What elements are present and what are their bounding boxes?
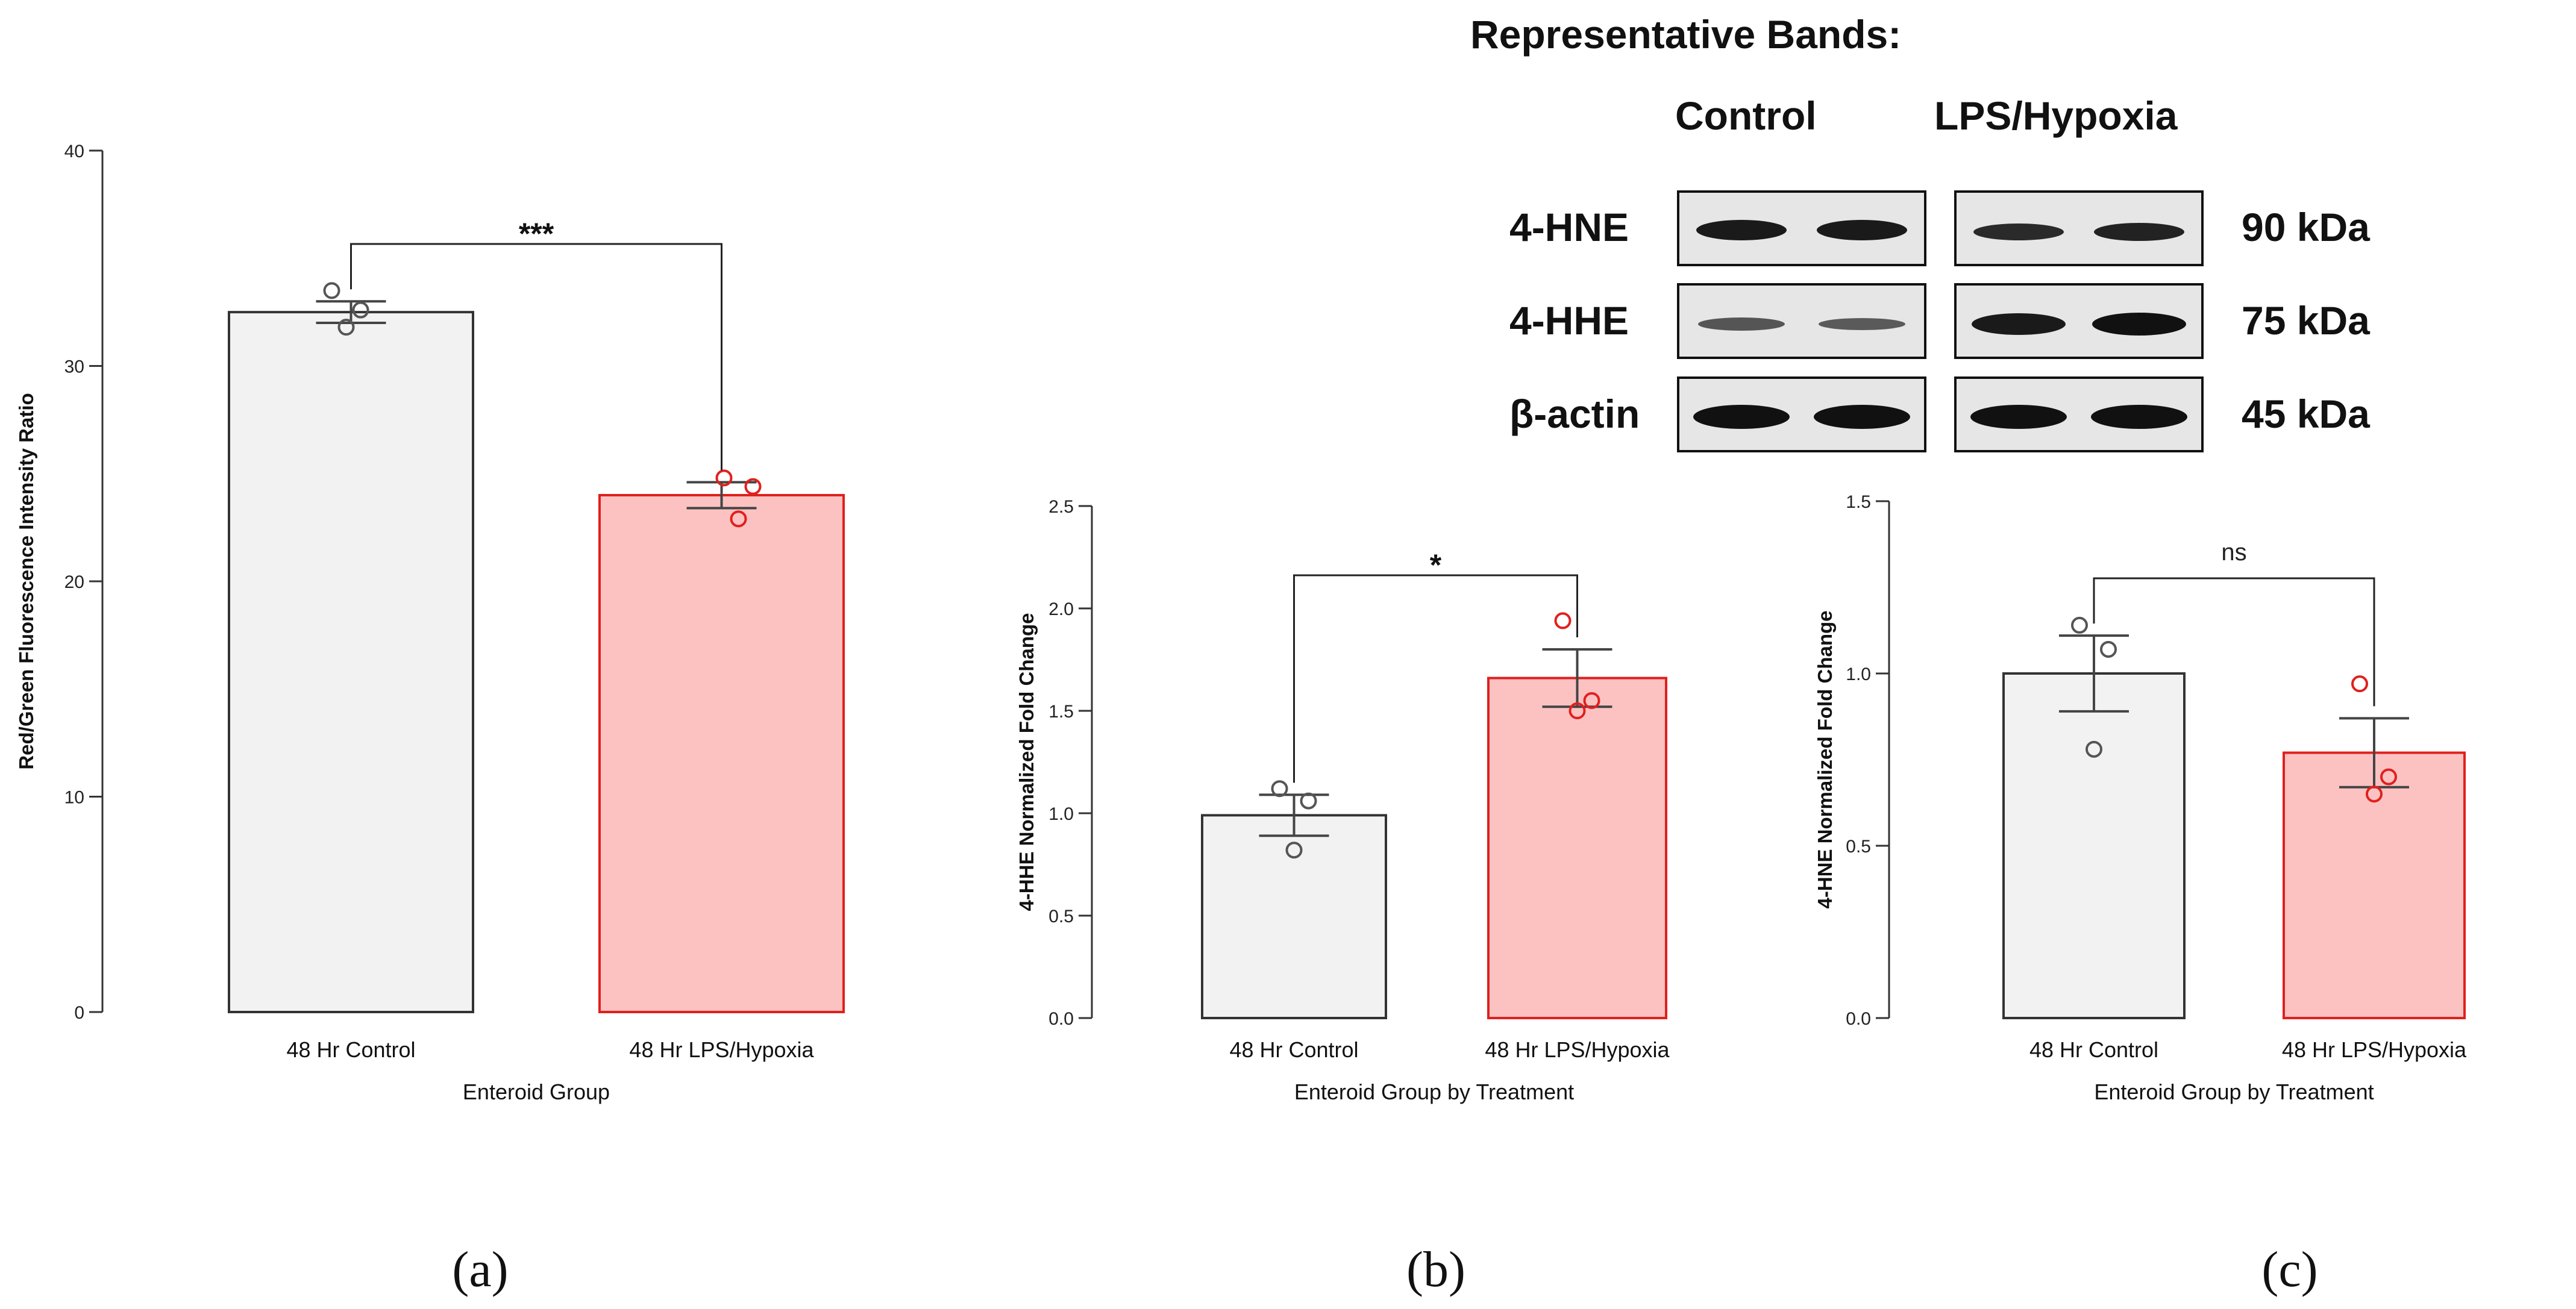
data-point [2351, 675, 2368, 693]
x-axis-title: Enteroid Group by Treatment [1294, 1079, 1574, 1104]
data-point [1568, 702, 1586, 719]
blot-strip-hhe-lps [1954, 283, 2204, 359]
blot-row-label-hhe: 4-HHE [1509, 298, 1629, 343]
blot-group-control: Control [1675, 93, 1817, 138]
y-tick-label: 0.5 [1048, 907, 1074, 926]
y-tick-label: 0 [74, 1003, 84, 1023]
y-axis-title: 4-HNE Normalized Fold Change [1814, 610, 1836, 908]
bar-lps-hypoxia [1487, 676, 1667, 1019]
bar-control [2002, 672, 2186, 1019]
y-axis-title: 4-HHE Normalized Fold Change [1015, 613, 1038, 911]
panel-label-a: (a) [452, 1242, 508, 1298]
data-point [1583, 692, 1600, 709]
data-point [1554, 612, 1572, 630]
y-tick-label: 2.5 [1048, 497, 1074, 517]
y-axis-title: Red/Green Fluorescence Intensity Ratio [15, 393, 37, 769]
x-category-label: 48 Hr Control [1229, 1037, 1358, 1062]
blot-title: Representative Bands: [1470, 12, 1901, 57]
y-tick-label: 1.0 [1846, 664, 1871, 684]
y-tick-label: 40 [64, 142, 84, 161]
y-tick-label: 10 [64, 788, 84, 808]
y-tick-label: 20 [64, 572, 84, 592]
bar-control [228, 311, 474, 1013]
bar-control [1201, 814, 1387, 1020]
chart-panel-a: 0 10 20 30 40 Red/Green Fluorescence Intensit… [15, 142, 845, 1104]
data-point [2071, 616, 2088, 634]
data-point [744, 478, 762, 495]
blot-row-label-actin: β-actin [1509, 392, 1640, 436]
x-axis-title: Enteroid Group [463, 1079, 610, 1104]
significance-bracket [1293, 574, 1578, 783]
data-point [2366, 786, 2383, 803]
blot-size-actin: 45 kDa [2242, 392, 2371, 436]
blot-row-label-hne: 4-HNE [1509, 205, 1629, 249]
significance-label: *** [519, 217, 554, 251]
significance-bracket [350, 243, 722, 470]
significance-label: ns [2221, 539, 2246, 566]
y-tick-label: 2.0 [1048, 599, 1074, 619]
blot-group-lps-hypoxia: LPS/Hypoxia [1934, 93, 2178, 138]
data-point [2380, 768, 2397, 786]
y-tick-label: 1.5 [1846, 492, 1871, 512]
blot-size-hne: 90 kDa [2242, 205, 2371, 249]
data-point [323, 282, 340, 299]
y-tick-label: 0.0 [1846, 1009, 1871, 1029]
blot-strip-hhe-control [1677, 283, 1926, 359]
y-tick-label: 1.0 [1048, 804, 1074, 824]
bar-lps-hypoxia [598, 494, 845, 1013]
chart-panel-c: 0.0 0.5 1.0 1.5 4-HNE Normalized Fold Change… [1814, 492, 2467, 1104]
chart-panel-b: 0.0 0.5 1.0 1.5 2.0 2.5 4-HHE Normalized Fold … [1015, 497, 1670, 1104]
x-category-label: 48 Hr LPS/Hypoxia [629, 1037, 814, 1062]
x-axis-title: Enteroid Group by Treatment [2094, 1079, 2374, 1104]
panel-label-c: (c) [2261, 1242, 2317, 1298]
y-tick-label: 1.5 [1048, 702, 1074, 722]
significance-bracket [2093, 577, 2375, 707]
y-tick-label: 0.0 [1048, 1009, 1074, 1029]
data-point [352, 301, 369, 319]
panel-label-b: (b) [1406, 1242, 1465, 1298]
blot-size-hhe: 75 kDa [2242, 298, 2371, 343]
blot-strip-hne-control [1677, 190, 1926, 266]
western-blot: Representative Bands: Control LPS/Hypoxi… [1470, 12, 2371, 452]
x-category-label: 48 Hr Control [2029, 1037, 2158, 1062]
data-point [2086, 740, 2102, 758]
data-point [337, 319, 355, 336]
blot-strip-actin-lps [1954, 376, 2204, 452]
data-point [2100, 640, 2117, 658]
bar-lps-hypoxia [2283, 751, 2466, 1020]
data-point [715, 469, 733, 487]
y-tick-label: 0.5 [1846, 837, 1871, 857]
data-point [1271, 780, 1288, 798]
blot-strip-hne-lps [1954, 190, 2204, 266]
x-category-label: 48 Hr LPS/Hypoxia [1485, 1037, 1670, 1062]
data-point [1285, 842, 1303, 859]
blot-strip-actin-control [1677, 376, 1926, 452]
significance-label: * [1430, 548, 1442, 582]
x-category-label: 48 Hr Control [286, 1037, 415, 1062]
y-tick-label: 30 [64, 357, 84, 377]
data-point [1300, 792, 1317, 810]
data-point [730, 510, 747, 528]
x-category-label: 48 Hr LPS/Hypoxia [2282, 1037, 2467, 1062]
